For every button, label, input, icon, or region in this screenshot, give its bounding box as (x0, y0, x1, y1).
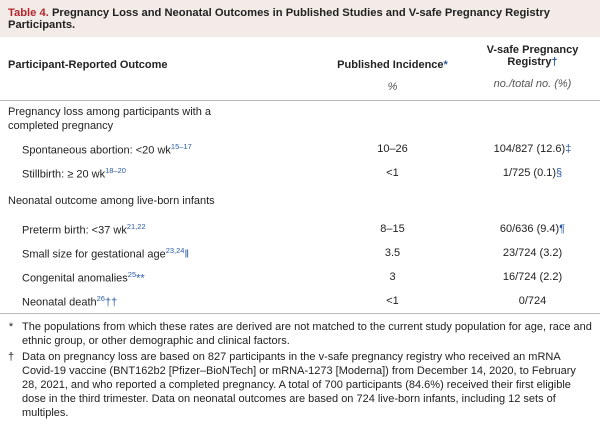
vsafe-cell: 16/724 (2.2) (465, 265, 600, 289)
header-row: Participant-Reported Outcome Published I… (0, 37, 600, 101)
outcome-cell: Neonatal death26†† (0, 289, 320, 314)
footnote-mark: * (443, 59, 448, 71)
outcome-label: Stillbirth: ≥ 20 wk (22, 168, 106, 181)
outcome-cell: Stillbirth: ≥ 20 wk18–20 (0, 161, 320, 185)
published-value: 8–15 (380, 223, 405, 235)
table-head: Participant-Reported Outcome Published I… (0, 37, 600, 101)
header-text: V-safe Pregnancy Registry (486, 44, 579, 68)
footnote: * The populations from which these rates … (0, 320, 592, 348)
footnote-text: Data on pregnancy loss are based on 827 … (22, 351, 576, 419)
footnote-mark: ** (136, 272, 145, 285)
published-cell: <1 (320, 289, 465, 314)
footnote-mark: †† (104, 296, 118, 309)
header-cell: Participant-Reported Outcome (0, 37, 320, 101)
section-heading: Pregnancy loss among participants with a… (8, 106, 211, 132)
data-row: Congenital anomalies25** 3 16/724 (2.2) (0, 265, 600, 289)
caption-title: Pregnancy Loss and Neonatal Outcomes in … (8, 7, 550, 31)
published-cell: 3.5 (320, 241, 465, 265)
header-text: Participant-Reported Outcome (8, 59, 168, 71)
vsafe-value: 104/827 (12.6) (493, 143, 566, 155)
vsafe-value: 1/725 (0.1) (502, 167, 557, 179)
header-cell: V-safe Pregnancy Registry† no./total no. … (465, 37, 600, 101)
footnote-symbol: * (8, 321, 14, 333)
outcome-cell: Small size for gestational age23,24‖ (0, 241, 320, 265)
published-value: <1 (386, 167, 399, 179)
outcome-label: Congenital anomalies (22, 272, 128, 285)
section-heading: Neonatal outcome among live-born infants (8, 195, 215, 207)
footnote-mark: ‖ (184, 248, 190, 261)
cell (465, 101, 600, 138)
table: Participant-Reported Outcome Published I… (0, 37, 600, 314)
reference: 23,24 (165, 245, 185, 255)
footnote-mark: ‡ (565, 143, 572, 155)
header-cell: Published Incidence*% (320, 37, 465, 101)
published-value: <1 (386, 295, 399, 307)
published-value: 10–26 (377, 143, 408, 155)
vsafe-value: 16/724 (2.2) (502, 271, 563, 283)
published-value: 3 (389, 271, 396, 283)
outcome-label: Spontaneous abortion: <20 wk (22, 144, 171, 157)
reference: 21,22 (126, 221, 146, 231)
outcome-label: Neonatal death (22, 296, 97, 309)
footnote-mark: § (556, 167, 563, 179)
footnote-symbol: † (7, 351, 15, 363)
vsafe-value: 23/724 (3.2) (502, 247, 563, 259)
outcome-label: Small size for gestational age (22, 248, 166, 261)
footnote-mark: † (551, 56, 558, 68)
header-text: Published Incidence (337, 59, 444, 71)
reference: 15–17 (170, 141, 192, 151)
cell (320, 185, 465, 217)
vsafe-cell: 23/724 (3.2) (465, 241, 600, 265)
reference: 18–20 (105, 165, 126, 175)
vsafe-cell: 60/636 (9.4)¶ (465, 217, 600, 241)
reference: 26 (96, 293, 105, 303)
published-cell: 10–26 (320, 137, 465, 161)
outcome-cell: Congenital anomalies25** (0, 265, 320, 289)
footnotes: * The populations from which these rates … (0, 314, 600, 420)
caption: Table 4. Pregnancy Loss and Neonatal Out… (0, 0, 600, 37)
outcome-cell: Spontaneous abortion: <20 wk15–17 (0, 137, 320, 161)
vsafe-cell: 1/725 (0.1)§ (465, 161, 600, 185)
published-cell: 8–15 (320, 217, 465, 241)
outcome-cell: Preterm birth: <37 wk21,22 (0, 217, 320, 241)
section-row: Neonatal outcome among live-born infants (0, 185, 600, 217)
published-cell: 3 (320, 265, 465, 289)
data-row: Spontaneous abortion: <20 wk15–17 10–26 10… (0, 137, 600, 161)
header-unit: no./total no. (%) (493, 78, 572, 90)
header-unit: % (387, 81, 398, 93)
published-cell: <1 (320, 161, 465, 185)
table-body: Pregnancy loss among participants with a… (0, 101, 600, 314)
vsafe-value: 0/724 (518, 295, 547, 307)
footnote-mark: ¶ (559, 223, 566, 235)
caption-label: Table 4. (8, 7, 49, 19)
data-row: Neonatal death26†† <1 0/724 (0, 289, 600, 314)
reference: 25 (127, 269, 137, 279)
outcome-label: Preterm birth: <37 wk (22, 224, 127, 237)
data-row: Small size for gestational age23,24‖ 3.5 2… (0, 241, 600, 265)
data-row: Stillbirth: ≥ 20 wk18–20 <1 1/725 (0.1)§ (0, 161, 600, 185)
data-row: Preterm birth: <37 wk21,22 8–15 60/636 (9.… (0, 217, 600, 241)
section-row: Pregnancy loss among participants with a… (0, 101, 600, 138)
footnote: † Data on pregnancy loss are based on 827… (0, 350, 592, 420)
cell (465, 185, 600, 217)
vsafe-cell: 104/827 (12.6)‡ (465, 137, 600, 161)
vsafe-cell: 0/724 (465, 289, 600, 314)
vsafe-value: 60/636 (9.4) (499, 223, 560, 235)
cell (320, 101, 465, 138)
published-value: 3.5 (384, 247, 401, 259)
footnote-text: The populations from which these rates a… (22, 321, 592, 347)
